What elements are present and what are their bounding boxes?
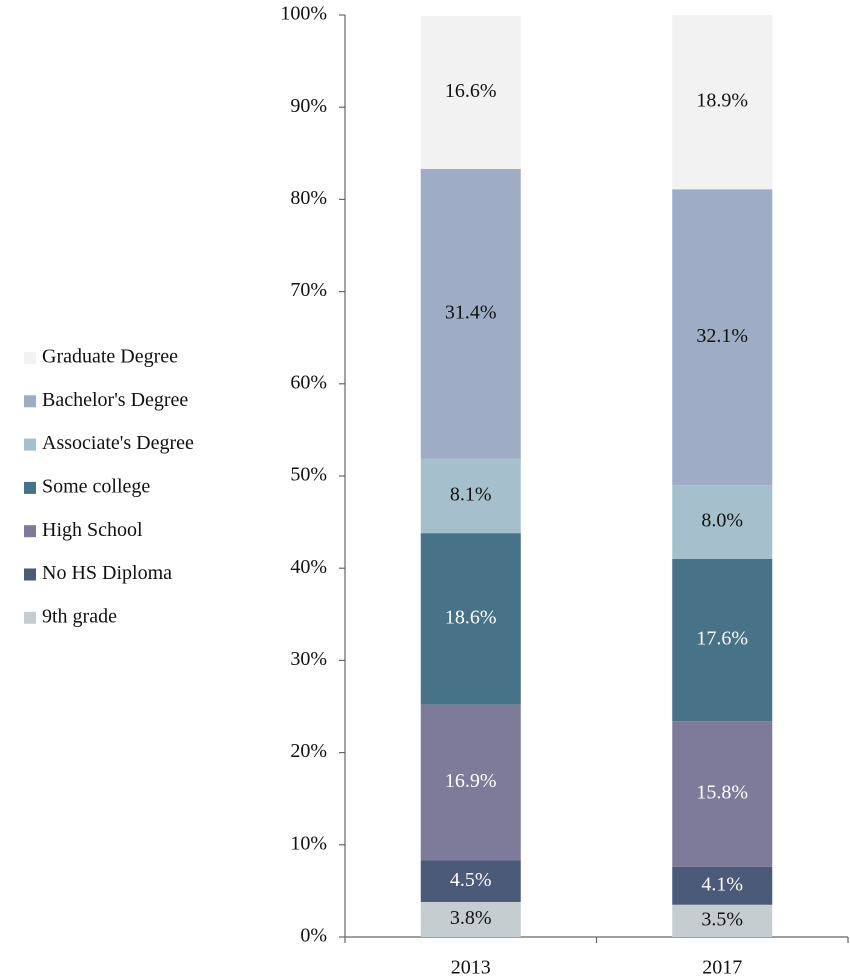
y-tick-label: 30%: [290, 648, 327, 670]
data-label: 4.5%: [450, 869, 492, 891]
legend-label: No HS Diploma: [42, 562, 172, 584]
y-tick-label: 60%: [290, 371, 327, 393]
y-tick-label: 90%: [290, 95, 327, 117]
bar-segment: [672, 904, 773, 937]
bar-segment: [420, 704, 521, 861]
bar-segment: [420, 860, 521, 902]
data-label: 3.5%: [701, 908, 743, 930]
bar-segment: [672, 189, 773, 486]
y-tick-label: 10%: [290, 832, 327, 854]
legend-swatch: [24, 481, 36, 494]
y-tick-label: 0%: [300, 925, 327, 947]
data-label: 8.0%: [701, 510, 743, 532]
data-label: 16.6%: [445, 80, 497, 102]
bar-segment: [420, 901, 521, 937]
data-label: 31.4%: [445, 301, 497, 323]
data-label: 17.6%: [696, 628, 748, 650]
legend-swatch: [24, 438, 36, 451]
legend-swatch: [24, 568, 36, 581]
bar-segment: [672, 485, 773, 559]
data-label: 15.8%: [696, 782, 748, 804]
legend-swatch: [24, 352, 36, 364]
legend-label: Graduate Degree: [42, 346, 178, 368]
data-label: 18.9%: [696, 90, 748, 112]
bar-segment: [672, 15, 773, 190]
legend-label: High School: [42, 519, 143, 541]
y-tick-label: 80%: [290, 187, 327, 209]
bar-segment: [672, 558, 773, 722]
y-tick-label: 70%: [290, 279, 327, 301]
legend-label: Some college: [42, 475, 150, 497]
y-tick-label: 40%: [290, 556, 327, 578]
data-label: 18.6%: [445, 607, 497, 629]
data-label: 3.8%: [450, 907, 492, 929]
bar-segment: [672, 866, 773, 905]
legend-label: Bachelor's Degree: [42, 389, 188, 411]
legend-swatch: [24, 395, 36, 408]
bar-segment: [420, 168, 521, 459]
x-tick-label: 2013: [451, 957, 491, 979]
bar-segment: [420, 15, 521, 169]
bar-segment: [420, 458, 521, 534]
legend-label: Associate's Degree: [42, 432, 194, 454]
y-tick-label: 100%: [280, 3, 327, 25]
data-label: 8.1%: [450, 483, 492, 505]
y-tick-label: 50%: [290, 464, 327, 486]
x-tick-label: 2017: [702, 957, 742, 979]
legend-label: 9th grade: [42, 605, 117, 627]
data-label: 4.1%: [701, 873, 743, 895]
y-tick-label: 20%: [290, 740, 327, 762]
bar-segment: [420, 533, 521, 705]
data-label: 16.9%: [445, 770, 497, 792]
legend-swatch: [24, 525, 36, 538]
data-label: 32.1%: [696, 325, 748, 347]
bar-segment: [672, 721, 773, 867]
legend-swatch: [24, 611, 36, 624]
